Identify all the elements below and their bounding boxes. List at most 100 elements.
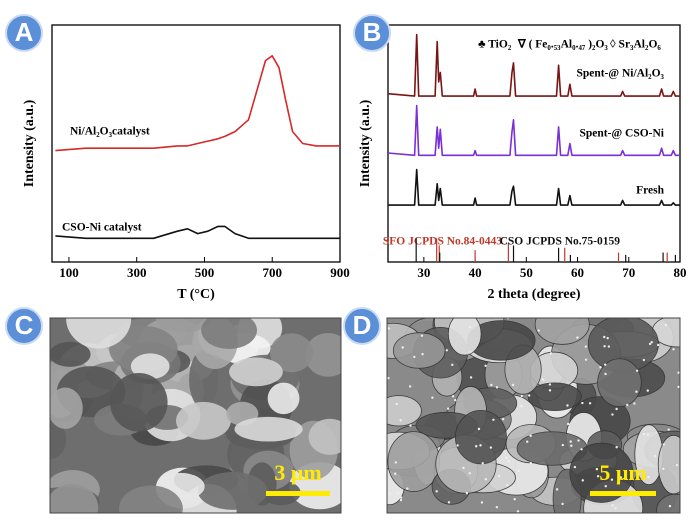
grain <box>270 333 314 373</box>
particle <box>420 334 424 337</box>
particle <box>537 329 540 332</box>
particle <box>495 505 499 509</box>
particle <box>588 402 592 405</box>
particle <box>577 439 580 442</box>
x-axis-title: 2 theta (degree) <box>487 287 580 302</box>
grain <box>447 318 482 356</box>
scale-bar-label: 3 μm <box>274 460 321 485</box>
x-tick-label: 100 <box>59 265 79 280</box>
particle <box>501 417 505 421</box>
particle <box>399 419 402 422</box>
data-line <box>55 225 340 240</box>
particle <box>604 363 607 366</box>
y-axis-title: Intensity (a.u.) <box>22 99 37 187</box>
particle <box>394 472 397 475</box>
particle <box>399 498 403 502</box>
particle <box>646 389 649 392</box>
grain <box>657 434 680 495</box>
grain <box>304 332 341 377</box>
grain <box>201 318 257 349</box>
particle <box>477 427 481 431</box>
particle <box>642 432 646 436</box>
particle <box>527 394 531 397</box>
phase-legend: ♣ TiO₂ <box>478 39 512 51</box>
particle <box>462 466 465 470</box>
grain <box>50 420 67 459</box>
particle <box>505 456 508 459</box>
particle <box>401 346 404 349</box>
data-line <box>387 33 680 97</box>
particle <box>633 402 636 405</box>
particle <box>396 492 400 495</box>
particle <box>516 510 520 513</box>
particle <box>506 484 509 487</box>
particle <box>580 448 583 451</box>
particle <box>677 371 680 374</box>
particle <box>497 474 501 478</box>
micrograph <box>387 318 680 513</box>
grain <box>527 382 582 411</box>
particle <box>561 443 564 447</box>
scale-bar <box>266 491 330 496</box>
particle <box>413 355 416 359</box>
particle <box>520 394 523 398</box>
particle <box>446 407 450 410</box>
grain <box>597 358 642 408</box>
particle <box>480 501 484 504</box>
grain <box>110 373 168 432</box>
particle <box>604 372 607 376</box>
particle <box>408 385 412 388</box>
particle <box>566 422 570 426</box>
grain <box>454 410 507 465</box>
particle <box>584 358 588 361</box>
particle <box>611 413 614 416</box>
grain <box>234 416 303 442</box>
particle <box>662 443 665 446</box>
particle <box>388 492 392 495</box>
particle <box>520 404 523 408</box>
particle <box>548 389 552 392</box>
reference-label: SFO JCPDS No.84-0443 <box>383 236 502 248</box>
grain <box>155 318 212 333</box>
series-label: CSO-Ni catalyst <box>62 222 142 234</box>
grain <box>130 353 170 380</box>
particle <box>599 366 602 369</box>
particle <box>626 403 629 407</box>
particle <box>606 336 609 340</box>
panel-label: D <box>353 310 372 340</box>
x-tick-label: 30 <box>417 265 430 280</box>
particle <box>526 440 529 443</box>
panel-badge <box>353 14 391 52</box>
particle <box>672 348 675 351</box>
panel-label: B <box>363 17 382 47</box>
particle <box>395 402 399 406</box>
particle <box>603 335 606 339</box>
particle <box>566 404 569 407</box>
y-axis-title: Intensity (a.u.) <box>358 99 373 187</box>
particle <box>604 484 607 488</box>
x-tick-label: 900 <box>330 265 350 280</box>
series-label: Fresh <box>636 185 665 197</box>
particle <box>656 343 660 347</box>
particle <box>394 461 398 464</box>
panel-label: A <box>15 17 34 47</box>
particle <box>595 467 599 471</box>
grain <box>50 387 83 429</box>
particle <box>474 445 478 448</box>
particle <box>454 398 457 402</box>
particle <box>387 376 390 380</box>
particle <box>603 345 606 348</box>
particle <box>561 502 564 506</box>
x-tick-label: 500 <box>195 265 215 280</box>
particle <box>511 383 515 387</box>
plot-frame <box>51 24 341 263</box>
particle <box>619 476 623 479</box>
panel-badge <box>5 14 43 52</box>
particle <box>615 446 618 449</box>
particle <box>581 479 584 482</box>
particle <box>406 487 409 490</box>
phase-legend: ∇ ( Fe₀.₅₃Al₀.₄₇ )₂O₃ <box>517 39 608 51</box>
particle <box>642 358 646 362</box>
micrograph-frame <box>49 317 342 514</box>
